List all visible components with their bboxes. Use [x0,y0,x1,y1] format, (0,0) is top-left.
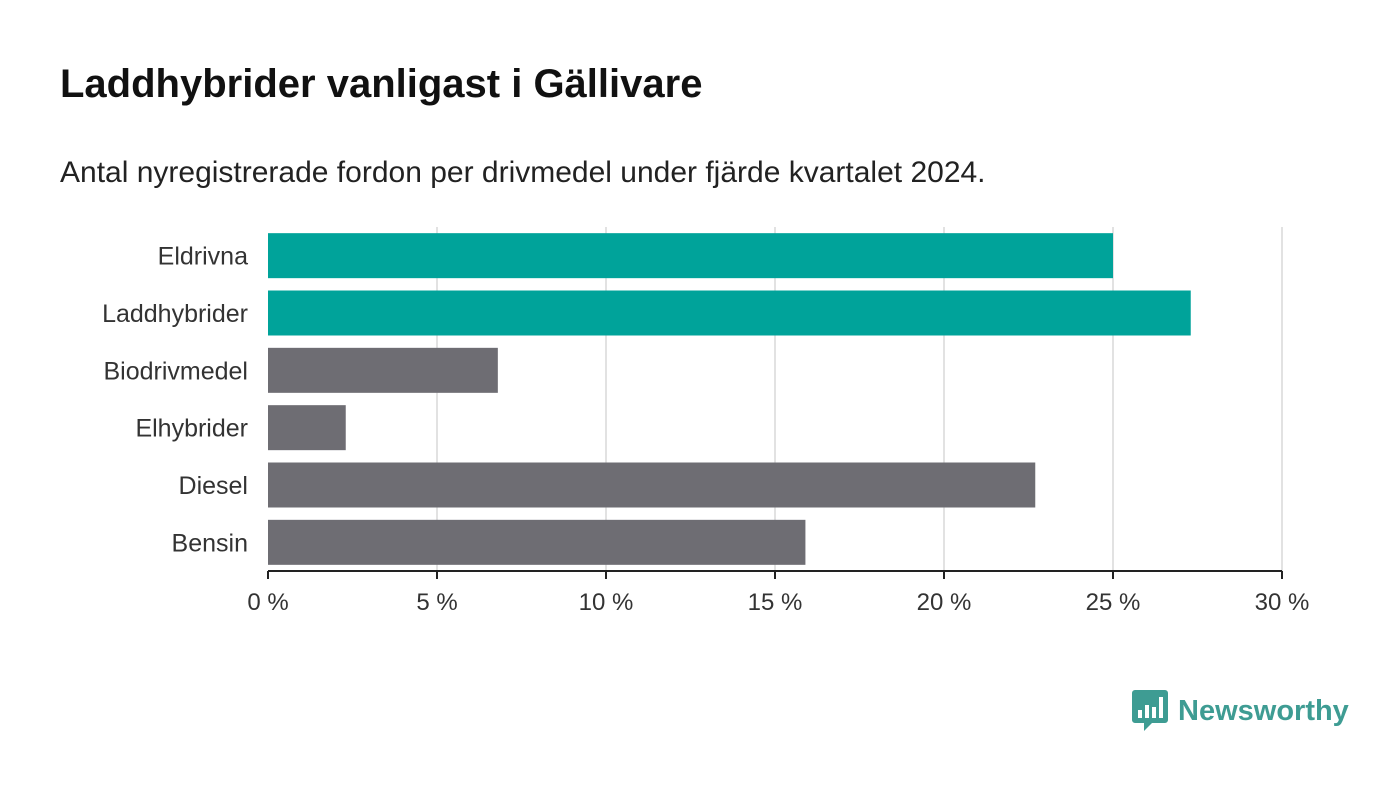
bar-bensin [268,519,806,565]
x-tick-label: 5 % [416,589,457,616]
bars [268,233,1191,565]
bar-diesel [268,462,1036,508]
x-axis: 0 % 5 % 10 % 15 % 20 % 25 % 30 % [247,570,1310,616]
bar-eldrivna [268,233,1113,279]
category-label: Laddhybrider [102,300,248,328]
category-label: Bensin [172,529,248,557]
bar-chart: 0 % 5 % 10 % 15 % 20 % 25 % 30 % Eldrivna Laddh… [102,227,1310,616]
category-labels: Eldrivna Laddhybrider Biodrivmedel Elhybrid… [102,243,248,558]
bar-elhybrider [268,405,346,451]
newsworthy-logo: Newsworthy [1132,690,1349,732]
x-tick-label: 15 % [748,589,803,616]
bar-biodrivmedel [268,347,498,393]
x-tick-label: 25 % [1086,589,1141,616]
brand-name: Newsworthy [1178,694,1349,727]
grid-lines [436,227,1283,571]
x-tick-label: 20 % [917,589,972,616]
chart-subtitle: Antal nyregistrerade fordon per drivmede… [60,156,986,189]
category-label: Elhybrider [135,415,248,443]
x-tick-label: 10 % [579,589,634,616]
chart-title: Laddhybrider vanligast i Gällivare [60,62,703,106]
x-tick-label: 30 % [1255,589,1310,616]
x-tick-label: 0 % [247,589,288,616]
category-label: Eldrivna [158,243,248,271]
category-label: Biodrivmedel [103,357,248,385]
chart-speech-bubble-icon [1132,690,1168,731]
bar-laddhybrider [268,290,1191,336]
category-label: Diesel [179,472,248,500]
